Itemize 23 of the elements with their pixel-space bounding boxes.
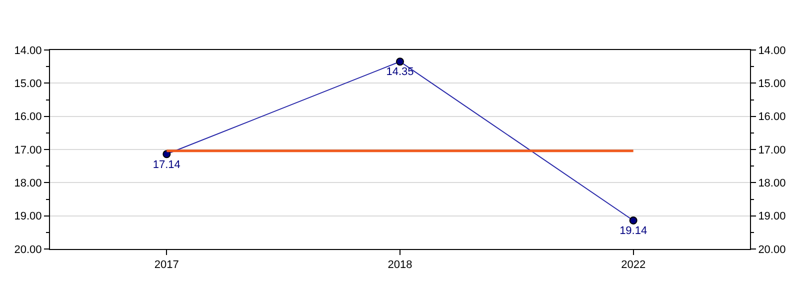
point <box>396 58 404 66</box>
point <box>629 216 638 224</box>
y2-tick-label: 16.00 <box>758 111 786 124</box>
point <box>162 150 171 158</box>
data-label: 17.14 <box>152 158 180 171</box>
x-tick-label: 2018 <box>388 259 412 272</box>
y-tick-label: 15.00 <box>14 78 42 90</box>
x-tick-label: 2022 <box>621 259 646 272</box>
y2-tick-label: 15.00 <box>758 78 786 90</box>
data-label: 19.14 <box>620 225 648 238</box>
x-tick-label: 2017 <box>154 259 179 272</box>
y-tick-label: 19.00 <box>14 210 42 223</box>
y2-tick-label: 18.00 <box>758 178 786 190</box>
y-tick-label: 16.00 <box>14 111 42 124</box>
y2-tick-label: 20.00 <box>758 244 786 256</box>
y2-tick-label: 14.00 <box>758 44 786 57</box>
y-tick-label: 17.00 <box>14 144 42 156</box>
data-label: 14.35 <box>386 66 414 78</box>
y-tick-label: 18.00 <box>14 178 42 190</box>
y2-tick-label: 17.00 <box>758 144 786 156</box>
y-tick-label: 20.00 <box>14 244 42 256</box>
y2-tick-label: 19.00 <box>758 210 786 223</box>
y-tick-label: 14.00 <box>14 44 42 57</box>
